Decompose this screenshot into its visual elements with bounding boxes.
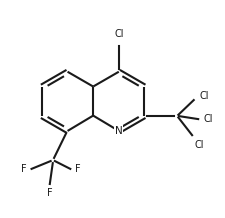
Text: F: F (47, 189, 52, 198)
Text: N: N (115, 126, 122, 136)
Text: Cl: Cl (114, 29, 123, 39)
Text: F: F (74, 164, 80, 174)
Text: F: F (20, 164, 26, 174)
Text: Cl: Cl (198, 90, 208, 100)
Text: Cl: Cl (202, 114, 212, 124)
Text: Cl: Cl (194, 140, 203, 150)
